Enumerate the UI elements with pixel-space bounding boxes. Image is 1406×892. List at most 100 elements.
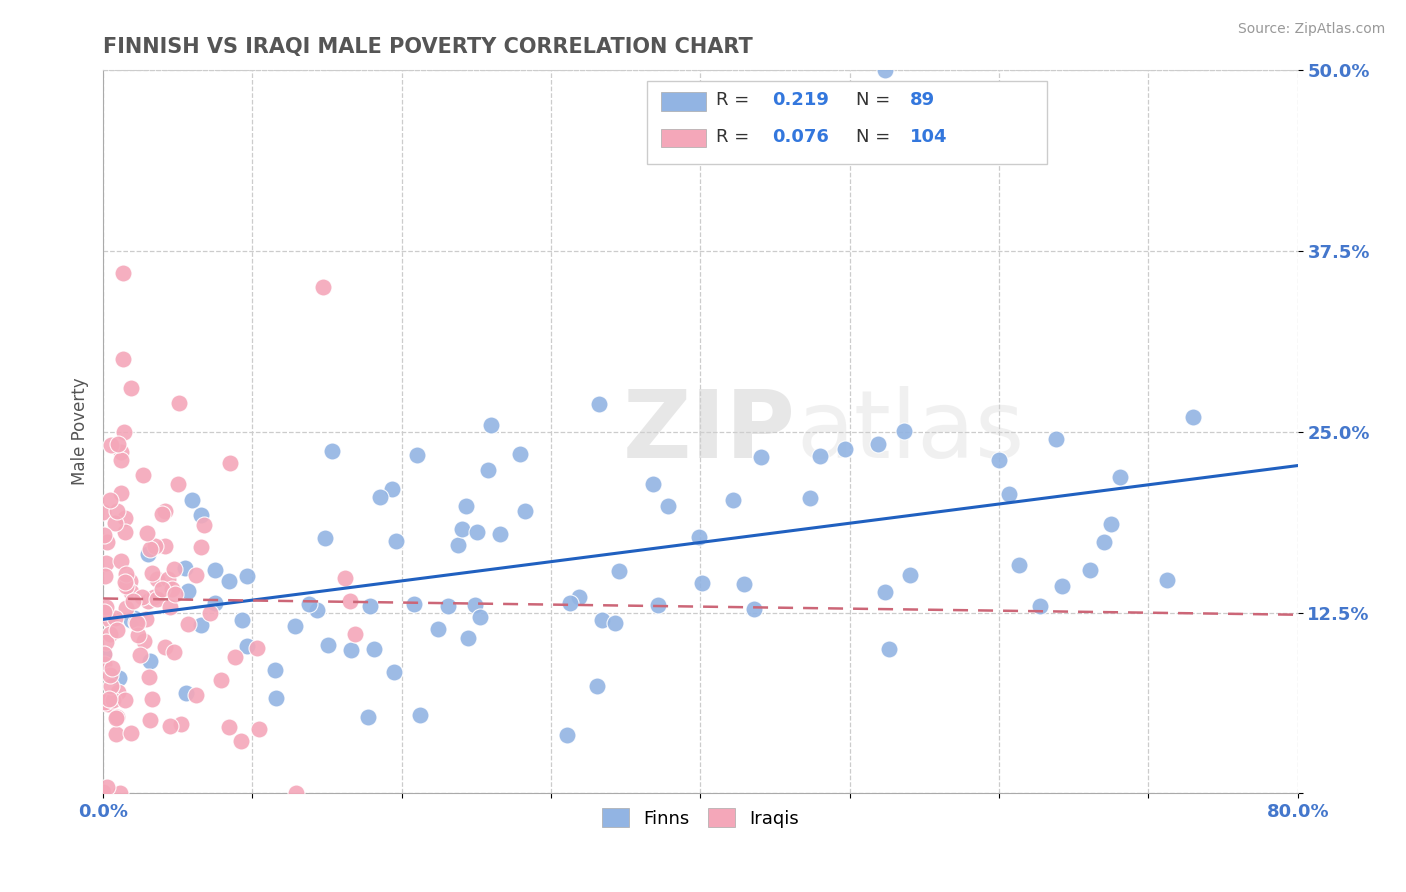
Point — [112, 425, 135, 439]
Point — [100, 679, 122, 693]
Point — [100, 438, 122, 452]
Text: R =: R = — [716, 128, 755, 145]
Point — [873, 584, 896, 599]
Point — [112, 266, 135, 280]
Point — [169, 717, 191, 731]
Point — [877, 642, 900, 657]
Point — [333, 571, 356, 585]
Point — [120, 725, 142, 739]
Point — [153, 640, 176, 655]
Point — [515, 504, 537, 518]
Text: 0.076: 0.076 — [772, 128, 830, 145]
Point — [153, 539, 176, 553]
Point — [135, 612, 157, 626]
Text: 89: 89 — [910, 91, 935, 110]
Point — [167, 395, 190, 409]
Point — [136, 525, 159, 540]
Text: ZIP: ZIP — [623, 385, 796, 477]
Point — [190, 618, 212, 632]
Point — [157, 573, 180, 587]
Point — [343, 627, 366, 641]
Point — [94, 635, 117, 649]
Point — [114, 693, 136, 707]
Point — [247, 722, 270, 736]
Point — [93, 647, 115, 661]
Point — [104, 516, 127, 530]
Point — [181, 493, 204, 508]
Point — [105, 709, 128, 723]
Legend: Finns, Iraqis: Finns, Iraqis — [595, 801, 806, 835]
Point — [893, 424, 915, 438]
Text: N =: N = — [856, 91, 896, 110]
Point — [451, 521, 474, 535]
Point — [1108, 470, 1130, 484]
Point — [143, 539, 166, 553]
Point — [204, 596, 226, 610]
Point — [105, 504, 128, 518]
Point — [721, 492, 744, 507]
Point — [98, 627, 121, 641]
Point — [363, 642, 385, 657]
Point — [808, 449, 831, 463]
Point — [454, 499, 477, 513]
Point — [96, 780, 118, 795]
Point — [104, 711, 127, 725]
Point — [94, 695, 117, 709]
Point — [138, 670, 160, 684]
Point — [129, 648, 152, 662]
Point — [114, 511, 136, 525]
Point — [103, 611, 125, 625]
Point — [104, 726, 127, 740]
Text: 104: 104 — [910, 128, 948, 145]
Point — [998, 487, 1021, 501]
Point — [101, 661, 124, 675]
Point — [229, 734, 252, 748]
Point — [900, 567, 922, 582]
Point — [132, 633, 155, 648]
Point — [1156, 573, 1178, 587]
FancyBboxPatch shape — [661, 128, 706, 147]
Point — [125, 615, 148, 630]
FancyBboxPatch shape — [647, 81, 1047, 164]
Point — [464, 598, 486, 612]
Point — [96, 534, 118, 549]
Point — [122, 610, 145, 624]
Point — [93, 657, 115, 672]
Point — [110, 486, 132, 500]
Point — [120, 584, 142, 599]
Point — [174, 561, 197, 575]
Point — [174, 686, 197, 700]
Point — [153, 504, 176, 518]
Point — [131, 590, 153, 604]
Point — [98, 613, 121, 627]
Point — [120, 613, 142, 627]
Point — [167, 477, 190, 491]
Point — [120, 381, 142, 395]
Point — [146, 592, 169, 607]
Point — [1182, 410, 1205, 425]
Point — [105, 623, 128, 637]
Point — [91, 506, 114, 520]
Point — [93, 528, 115, 542]
Point — [436, 599, 458, 613]
Point — [125, 615, 148, 629]
Point — [314, 532, 336, 546]
Point — [219, 456, 242, 470]
Point — [264, 663, 287, 677]
Text: Source: ZipAtlas.com: Source: ZipAtlas.com — [1237, 22, 1385, 37]
Point — [834, 442, 856, 456]
Point — [114, 566, 136, 581]
Point — [108, 671, 131, 685]
FancyBboxPatch shape — [661, 93, 706, 112]
Point — [402, 597, 425, 611]
Point — [98, 692, 121, 706]
Point — [560, 596, 582, 610]
Point — [193, 518, 215, 533]
Point — [190, 541, 212, 555]
Point — [141, 566, 163, 580]
Point — [799, 491, 821, 505]
Point — [115, 601, 138, 615]
Point — [163, 586, 186, 600]
Point — [307, 602, 329, 616]
Point — [114, 579, 136, 593]
